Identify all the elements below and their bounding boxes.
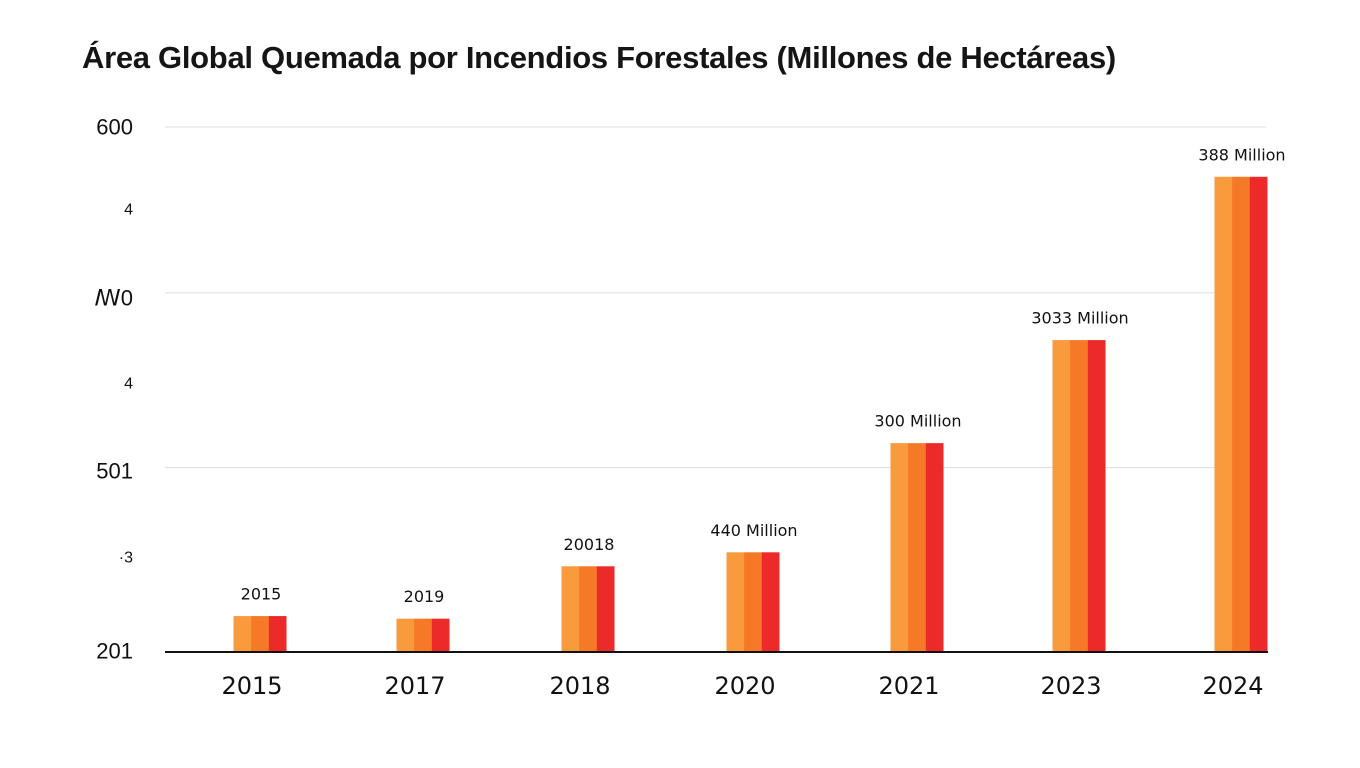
bar-segment [890, 443, 909, 651]
data-label: 300 Million [874, 412, 961, 431]
bar-2023 [1052, 340, 1106, 651]
bar-segment [251, 616, 270, 651]
x-tick-label: 2018 [549, 672, 610, 700]
bar-segment [268, 616, 287, 651]
data-label: 388 Million [1198, 145, 1285, 164]
bar-segment [579, 566, 598, 651]
bar-2015 [233, 616, 287, 651]
data-label: 3033 Million [1031, 309, 1128, 328]
y-tick-label: ꟿ0 [94, 286, 133, 311]
x-tick-label: 2021 [878, 672, 939, 700]
data-label: 440 Million [710, 521, 797, 540]
bar-segment [908, 443, 927, 651]
x-tick-label: 2024 [1202, 672, 1263, 700]
bar-segment [1232, 176, 1251, 651]
x-tick-label: 2020 [714, 672, 775, 700]
x-tick-label: 2023 [1040, 672, 1101, 700]
bar-segment [596, 566, 615, 651]
bar-segment [925, 443, 944, 651]
data-label: 2015 [241, 585, 282, 604]
bar-segment [761, 552, 780, 651]
bar-segment [1214, 176, 1233, 651]
y-tick-label: 201 [96, 639, 133, 664]
bar-segment [414, 618, 433, 651]
data-label: 2019 [404, 587, 445, 606]
bar-segment [431, 618, 450, 651]
bar-segment [561, 566, 580, 651]
data-labels: 2015 2019 20018 440 Million 300 Million 3033 … [241, 145, 1286, 606]
bar-segment [233, 616, 252, 651]
x-tick-label: 2017 [384, 672, 445, 700]
bar-2018 [561, 566, 615, 651]
bar-segment [1052, 340, 1071, 651]
x-tick-label: 2015 [221, 672, 282, 700]
bar-2020 [726, 552, 780, 651]
y-tick-label: 501 [96, 459, 133, 484]
bar-segment [396, 618, 415, 651]
bar-2017 [396, 618, 450, 651]
bar-2024 [1214, 176, 1268, 651]
chart-title: Área Global Quemada por Incendios Forest… [82, 40, 1116, 75]
bar-segment [1249, 176, 1268, 651]
y-axis-ticks: 201 ·3 501 4 ꟿ0 4 600 [94, 115, 133, 664]
bar-segment [1070, 340, 1089, 651]
bars [233, 176, 1268, 651]
bar-segment [1087, 340, 1106, 651]
bar-segment [726, 552, 745, 651]
bar-2021 [890, 443, 944, 651]
y-tick-label: 4 [124, 202, 133, 219]
data-label: 20018 [564, 535, 615, 554]
x-axis-ticks: 2015 2017 2018 2020 2021 2023 2024 [221, 672, 1263, 700]
y-tick-label: ·3 [119, 550, 133, 567]
bar-segment [744, 552, 763, 651]
y-tick-label: 600 [96, 115, 133, 140]
y-tick-label: 4 [124, 376, 133, 393]
